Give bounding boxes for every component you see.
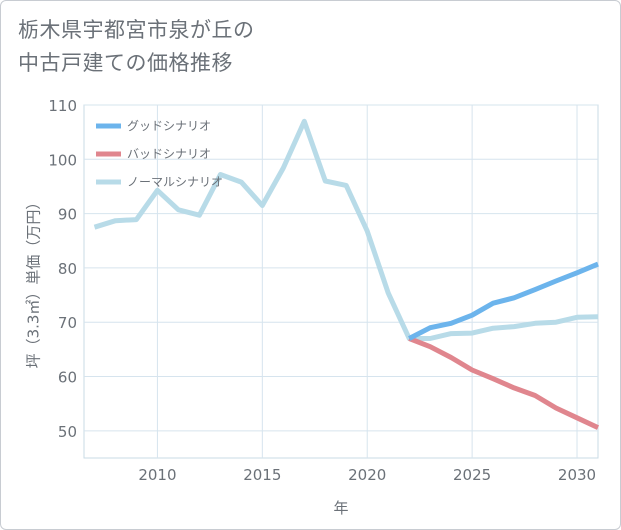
- grid-lines: [83, 104, 599, 459]
- chart-title-line-2: 中古戸建ての価格推移: [18, 51, 233, 75]
- series-lines: [93, 118, 600, 430]
- legend-label-normal: ノーマルシナリオ: [127, 175, 223, 189]
- y-tick-label-100: 100: [48, 151, 77, 169]
- series-line-bad: [408, 336, 600, 430]
- y-tick-label-90: 90: [58, 206, 77, 224]
- series-line-good: [408, 261, 599, 341]
- legend-label-good: グッドシナリオ: [127, 119, 211, 133]
- y-tick-label-80: 80: [58, 260, 77, 278]
- x-tick-label-2020: 2020: [348, 466, 386, 484]
- y-tick-label-70: 70: [58, 314, 77, 332]
- x-axis-title: 年: [333, 499, 348, 517]
- x-tick-label-2010: 2010: [138, 466, 176, 484]
- y-tick-label-60: 60: [58, 369, 77, 387]
- x-tick-label-2030: 2030: [558, 466, 596, 484]
- tick-labels: 50 60 70 80 90 100 110 2010 2015 2020 2025 2030: [48, 97, 596, 484]
- x-tick-label-2015: 2015: [243, 466, 281, 484]
- y-tick-label-50: 50: [58, 423, 77, 441]
- series-line-normal: [93, 118, 599, 341]
- x-tick-label-2025: 2025: [453, 466, 491, 484]
- y-axis-title: 坪（3.3㎡）単価（万円）: [25, 195, 43, 369]
- y-tick-label-110: 110: [48, 97, 77, 115]
- chart-title-line-1: 栃木県宇都宮市泉が丘の: [18, 18, 255, 42]
- chart-title: 栃木県宇都宮市泉が丘の 中古戸建ての価格推移: [18, 14, 255, 80]
- legend-label-bad: バッドシナリオ: [127, 147, 211, 161]
